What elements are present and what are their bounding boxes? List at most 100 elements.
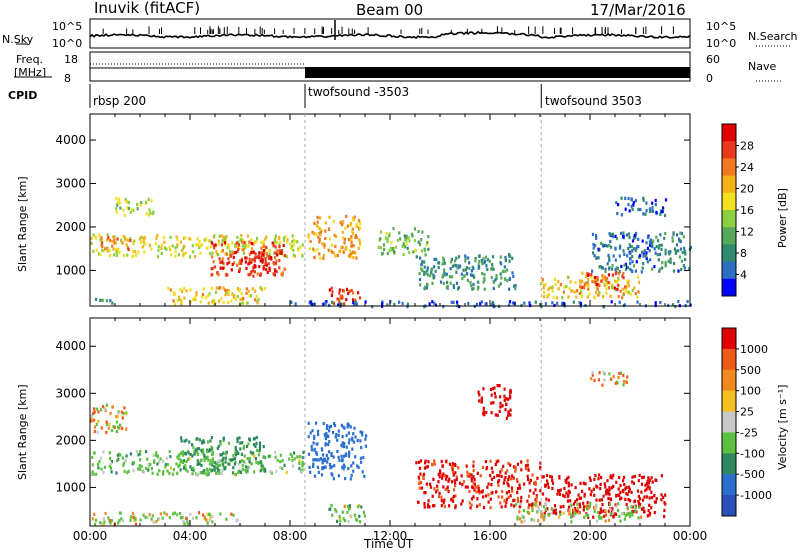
data-cell (120, 517, 123, 521)
data-cell (614, 258, 617, 262)
data-cell (258, 453, 261, 457)
data-cell (361, 431, 364, 435)
data-cell (433, 487, 436, 491)
data-cell (131, 511, 135, 515)
data-cell (516, 497, 519, 501)
data-cell (566, 494, 569, 499)
data-cell (353, 303, 356, 307)
data-cell (175, 235, 178, 239)
data-cell (511, 489, 514, 493)
data-cell (239, 441, 242, 445)
data-cell (646, 260, 649, 264)
data-cell (608, 492, 611, 496)
data-cell (437, 472, 440, 476)
data-cell (497, 495, 500, 499)
data-cell (241, 301, 244, 305)
data-cell (454, 494, 457, 498)
nsky-line (89, 30, 691, 40)
data-cell (188, 237, 191, 241)
data-cell (470, 479, 473, 483)
data-cell (220, 250, 223, 254)
data-cell (619, 483, 622, 488)
data-cell (610, 245, 613, 249)
data-cell (563, 494, 566, 499)
data-cell (596, 278, 599, 282)
data-cell (625, 233, 628, 237)
data-cell (518, 483, 521, 487)
data-cell (481, 271, 484, 276)
data-cell (346, 505, 349, 509)
data-cell (470, 477, 473, 481)
colorbar-frame (721, 327, 737, 517)
data-cell (602, 370, 605, 374)
data-cell (458, 265, 461, 269)
data-cell (283, 463, 286, 467)
data-cell (598, 473, 601, 477)
data-cell (547, 287, 550, 291)
data-cell (653, 265, 656, 269)
data-cell (663, 514, 666, 518)
data-cell (380, 252, 383, 256)
data-cell (627, 203, 630, 207)
data-cell (211, 460, 214, 465)
data-cell (575, 498, 579, 502)
data-cell (219, 286, 222, 290)
data-cell (242, 460, 245, 464)
data-cell (477, 263, 480, 267)
data-cell (336, 297, 339, 301)
data-cell (637, 245, 640, 249)
data-cell (607, 273, 611, 277)
data-cell (218, 468, 221, 472)
data-cell (637, 479, 640, 483)
data-cell (452, 499, 455, 503)
data-cell (594, 278, 597, 282)
data-cell (433, 301, 436, 305)
data-cell (234, 460, 237, 464)
data-cell (648, 485, 651, 490)
data-cell (333, 422, 336, 426)
data-cell (496, 384, 499, 388)
data-cell (298, 458, 301, 463)
data-cell (178, 453, 181, 457)
data-cell (179, 287, 182, 291)
colorbar-swatch (722, 261, 736, 280)
data-cell (508, 259, 511, 263)
data-cell (142, 470, 145, 474)
data-cell (101, 241, 104, 245)
data-cell (629, 499, 632, 503)
data-cell (139, 518, 142, 522)
data-cell (220, 234, 223, 238)
data-cell (190, 467, 193, 472)
data-cell (316, 465, 319, 469)
data-cell (407, 236, 410, 240)
data-cell (505, 501, 508, 505)
data-cell (576, 289, 579, 293)
data-cell (95, 248, 98, 252)
data-cell (110, 460, 113, 464)
colorbar-swatch (722, 411, 736, 433)
data-cell (637, 280, 641, 284)
data-cell (504, 255, 507, 260)
data-cell (205, 518, 208, 522)
data-cell (604, 270, 607, 274)
data-cell (553, 510, 556, 514)
data-cell (577, 493, 580, 497)
data-cell (260, 287, 263, 291)
data-cell (588, 476, 591, 480)
data-cell (533, 518, 536, 523)
data-cell (146, 457, 149, 461)
data-cell (477, 390, 480, 394)
data-cell (225, 239, 228, 243)
data-cell (242, 444, 246, 449)
data-cell (234, 251, 237, 255)
data-cell (140, 464, 143, 468)
data-cell (250, 238, 253, 242)
data-cell (343, 504, 346, 508)
data-cell (163, 240, 166, 244)
data-cell (269, 470, 272, 474)
data-cell (468, 474, 471, 478)
data-cell (478, 393, 481, 397)
data-cell (262, 445, 265, 449)
data-cell (500, 262, 503, 266)
data-cell (278, 236, 281, 240)
